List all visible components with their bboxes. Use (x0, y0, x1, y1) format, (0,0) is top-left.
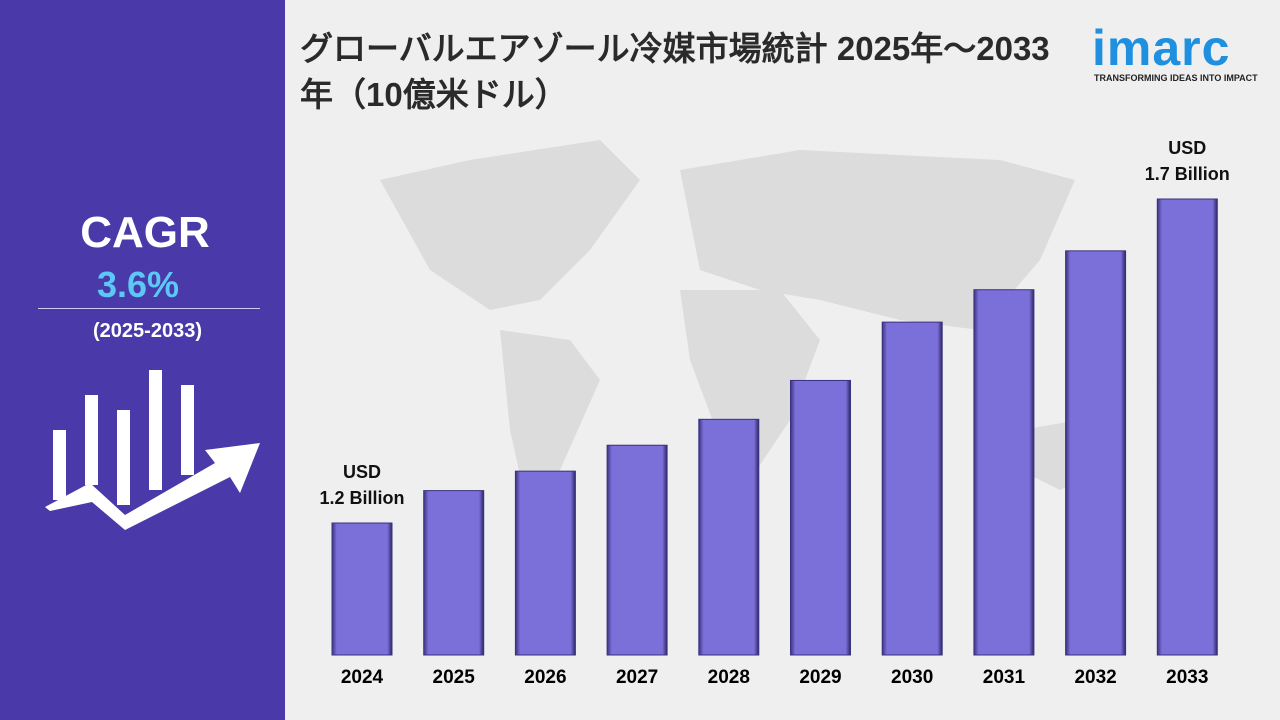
x-tick-label: 2024 (341, 667, 384, 688)
bar (698, 418, 760, 656)
x-tick-label: 2028 (708, 667, 750, 688)
x-tick-label: 2032 (1074, 667, 1116, 688)
x-tick-label: 2025 (433, 667, 476, 688)
x-tick-label: 2033 (1166, 667, 1208, 688)
bar (881, 321, 943, 656)
bar (514, 470, 576, 656)
value-label: USD 1.2 Billion (319, 462, 405, 508)
x-tick-label: 2031 (983, 667, 1026, 688)
bar (331, 522, 393, 656)
x-tick-label: 2029 (799, 667, 841, 688)
cagr-period: (2025-2033) (93, 320, 202, 342)
logo-tagline: TRANSFORMING IDEAS INTO IMPACT (1094, 73, 1258, 83)
sidebar: CAGR 3.6% (2025-2033) (0, 0, 285, 720)
bar (973, 289, 1035, 656)
divider (38, 308, 260, 309)
chart-title: グローバルエアゾール冷媒市場統計 2025年～2033年（10億米ドル） (300, 30, 1050, 113)
cagr-value: 3.6% (96, 264, 180, 305)
bar (423, 490, 485, 656)
x-tick-label: 2030 (891, 667, 933, 688)
world-map (380, 140, 1100, 520)
bar (1065, 250, 1127, 656)
bar (606, 444, 668, 656)
growth-icon (45, 370, 260, 530)
bar (1156, 198, 1218, 656)
x-tick-label: 2027 (616, 667, 658, 688)
cagr-label: CAGR (80, 208, 210, 257)
x-tick-label: 2026 (524, 667, 566, 688)
logo: imarc (1092, 20, 1231, 76)
bar (790, 379, 851, 656)
value-label: USD 1.7 Billion (1144, 138, 1230, 184)
